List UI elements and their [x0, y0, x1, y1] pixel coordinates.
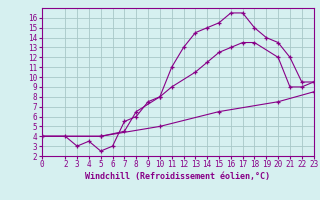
X-axis label: Windchill (Refroidissement éolien,°C): Windchill (Refroidissement éolien,°C) [85, 172, 270, 181]
